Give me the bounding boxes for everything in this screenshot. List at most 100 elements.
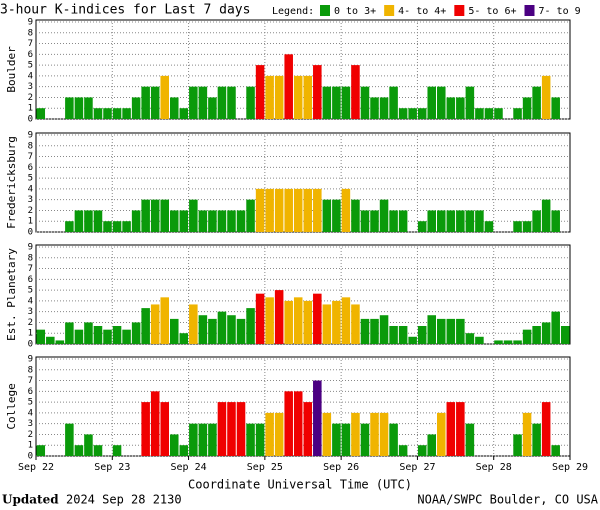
bar bbox=[513, 434, 522, 456]
bar bbox=[112, 221, 122, 232]
y-tick-label: 2 bbox=[28, 206, 33, 216]
y-tick-label: 1 bbox=[28, 217, 33, 227]
footer-right: NOAA/SWPC Boulder, CO USA bbox=[417, 493, 598, 507]
bar bbox=[503, 340, 513, 344]
bar bbox=[36, 329, 46, 344]
bar bbox=[427, 210, 436, 232]
y-tick-label: 2 bbox=[28, 318, 33, 328]
bar bbox=[65, 423, 74, 456]
bar bbox=[131, 210, 141, 232]
chart-title: 3-hour K-indices for Last 7 days bbox=[0, 3, 250, 18]
bar bbox=[465, 210, 475, 232]
bar bbox=[398, 210, 408, 232]
bar bbox=[332, 300, 341, 344]
bar bbox=[274, 75, 284, 119]
bar bbox=[351, 65, 360, 119]
legend-label: 7- to 9 bbox=[539, 6, 581, 17]
y-tick-label: 6 bbox=[28, 50, 33, 60]
bar bbox=[36, 445, 46, 456]
bar bbox=[170, 210, 179, 232]
bar bbox=[227, 210, 236, 232]
bar bbox=[274, 290, 284, 344]
bar bbox=[274, 412, 284, 456]
bar bbox=[179, 333, 189, 344]
y-tick-label: 5 bbox=[28, 174, 33, 184]
legend-label: 4- to 4+ bbox=[398, 6, 446, 17]
footer-date: 2024 Sep 28 2130 bbox=[66, 493, 182, 507]
bar bbox=[236, 318, 246, 344]
y-tick-label: 7 bbox=[28, 39, 33, 49]
bar bbox=[332, 423, 341, 456]
bar bbox=[522, 97, 532, 119]
bar bbox=[160, 199, 169, 232]
bar bbox=[265, 75, 274, 119]
bar bbox=[141, 86, 150, 119]
x-tick-label: Sep 22 bbox=[18, 462, 54, 473]
bar bbox=[484, 108, 494, 119]
bar bbox=[141, 402, 150, 456]
y-tick-label: 3 bbox=[28, 82, 33, 92]
bar bbox=[360, 210, 370, 232]
footer-bold: Updated bbox=[2, 493, 59, 507]
bar bbox=[284, 188, 293, 232]
bar bbox=[112, 326, 122, 344]
bar bbox=[351, 199, 360, 232]
bar bbox=[303, 188, 313, 232]
bar bbox=[255, 65, 265, 119]
bar bbox=[170, 318, 179, 344]
bar bbox=[475, 210, 484, 232]
bar bbox=[84, 97, 93, 119]
bar bbox=[541, 75, 551, 119]
bar bbox=[179, 210, 189, 232]
bar bbox=[179, 445, 189, 456]
bar bbox=[236, 210, 246, 232]
bar bbox=[408, 108, 417, 119]
bar bbox=[284, 300, 293, 344]
bar bbox=[103, 329, 112, 344]
bar bbox=[293, 75, 303, 119]
y-tick-label: 0 bbox=[28, 452, 33, 462]
bar bbox=[217, 86, 227, 119]
panel-label: Est. Planetary bbox=[5, 248, 18, 341]
y-tick-label: 7 bbox=[28, 264, 33, 274]
bar bbox=[198, 423, 208, 456]
bar bbox=[313, 65, 322, 119]
bar bbox=[84, 322, 93, 344]
y-tick-label: 4 bbox=[28, 408, 33, 418]
bar bbox=[246, 423, 255, 456]
panel-label: Fredericksburg bbox=[5, 136, 18, 229]
bar bbox=[170, 97, 179, 119]
bar bbox=[322, 199, 332, 232]
legend-label: 5- to 6+ bbox=[468, 6, 516, 17]
bar bbox=[65, 221, 74, 232]
bar bbox=[341, 188, 351, 232]
bar bbox=[150, 391, 160, 456]
y-tick-label: 1 bbox=[28, 441, 33, 451]
bar bbox=[122, 329, 131, 344]
bar bbox=[293, 297, 303, 344]
bar bbox=[351, 304, 360, 344]
bar bbox=[379, 315, 389, 344]
panel-frame bbox=[35, 356, 571, 457]
bar bbox=[379, 412, 389, 456]
y-tick-label: 8 bbox=[28, 365, 33, 375]
bar bbox=[532, 86, 541, 119]
bar bbox=[465, 86, 475, 119]
bar bbox=[198, 86, 208, 119]
x-tick-label: Sep 26 bbox=[323, 462, 359, 473]
bar bbox=[532, 210, 541, 232]
bar bbox=[208, 97, 217, 119]
bar bbox=[208, 210, 217, 232]
bar bbox=[437, 318, 446, 344]
bar bbox=[84, 434, 93, 456]
bar bbox=[93, 210, 103, 232]
bar bbox=[122, 221, 131, 232]
bar bbox=[408, 336, 417, 344]
y-tick-label: 7 bbox=[28, 376, 33, 386]
bar bbox=[227, 86, 236, 119]
bar bbox=[160, 75, 169, 119]
x-tick-label: Sep 23 bbox=[94, 462, 130, 473]
bar bbox=[293, 391, 303, 456]
bar bbox=[446, 402, 456, 456]
